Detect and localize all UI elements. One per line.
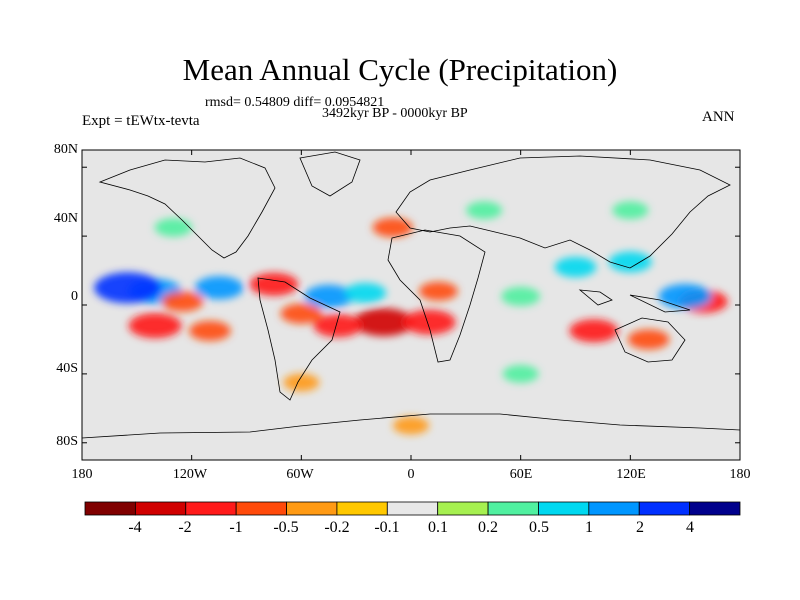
colorbar-box (286, 501, 338, 516)
anomaly-patch (154, 218, 193, 237)
anomaly-patch (94, 272, 162, 304)
experiment-label: Expt = tEWtx-tevta (82, 113, 200, 129)
lon-label-120w: 120W (172, 467, 208, 482)
colorbar-box (638, 501, 691, 516)
colorbar-box (487, 501, 539, 516)
colorbar-box (588, 501, 640, 516)
anomaly-patch (128, 313, 182, 339)
period-label: 3492kyr BP - 0000kyr BP (322, 106, 468, 121)
coastlines (82, 151, 740, 439)
anomaly-patch (280, 303, 323, 324)
colorbar-label: 0.1 (428, 519, 448, 536)
lat-label-0: 0 (71, 289, 78, 304)
colorbar-label: 2 (636, 519, 644, 536)
colorbar-label: 1 (585, 519, 593, 536)
anomaly-patch (658, 283, 712, 309)
colorbar-label: 0.2 (478, 519, 498, 536)
colorbar-box (689, 501, 741, 516)
lon-label-0: 0 (407, 467, 415, 482)
anomaly-patch (392, 416, 430, 435)
lon-label-120e: 120E (616, 467, 646, 482)
anomaly-patch (194, 276, 244, 300)
anomaly-patch (627, 329, 670, 350)
colorbar-label: -0.1 (374, 519, 400, 536)
anomaly-patch (372, 217, 413, 238)
anomaly-patch (313, 314, 363, 338)
colorbar-box (386, 501, 439, 516)
anomaly-patch (161, 291, 204, 312)
lon-label-180e: 180 (729, 467, 751, 482)
colorbar-box (538, 501, 590, 516)
stats-label: rmsd= 0.54809 diff= 0.0954821 (205, 95, 385, 110)
colorbar-label: -1 (229, 519, 243, 536)
lat-label-80n: 80N (53, 142, 78, 157)
lon-label-60w: 60W (286, 467, 314, 482)
anomaly-patch (304, 284, 354, 308)
colorbar-label: -4 (128, 519, 142, 536)
anomaly-patch (612, 201, 649, 220)
colorbar-box (134, 501, 187, 516)
colorbar-box (84, 501, 136, 516)
anomaly-patch (353, 308, 414, 337)
colorbar-label: -2 (178, 519, 192, 536)
anomaly-patch (418, 281, 458, 301)
colorbar-box (336, 501, 388, 516)
anomaly-patch (502, 364, 539, 383)
chart-title: Mean Annual Cycle (Precipitation) (182, 52, 618, 87)
colorbar-label: -0.5 (273, 519, 299, 536)
anomaly-patch (466, 201, 503, 220)
colorbar-label: 0.5 (529, 519, 549, 536)
anomaly-patch (608, 251, 652, 273)
colorbar-box (437, 501, 489, 516)
colorbar-label: 4 (686, 519, 694, 536)
colorbar-box (185, 501, 237, 516)
colorbar-label: -0.2 (324, 519, 350, 536)
anomaly-patch (344, 282, 387, 304)
lat-label-40s: 40S (56, 361, 78, 376)
season-label: ANN (702, 109, 735, 125)
lon-label-180w: 180 (71, 467, 93, 482)
anomaly-patch (283, 373, 320, 392)
colorbar (84, 501, 741, 516)
lat-label-40n: 40N (53, 211, 78, 226)
anomaly-patch (249, 272, 299, 296)
anomaly-patch (402, 309, 456, 335)
lat-label-80s: 80S (56, 434, 78, 449)
anomaly-patch (501, 286, 541, 306)
anomaly-patch (189, 320, 231, 341)
colorbar-box (235, 501, 287, 516)
anomaly-patch (554, 257, 597, 278)
lon-label-60e: 60E (509, 467, 533, 482)
anomaly-patch (569, 319, 619, 343)
